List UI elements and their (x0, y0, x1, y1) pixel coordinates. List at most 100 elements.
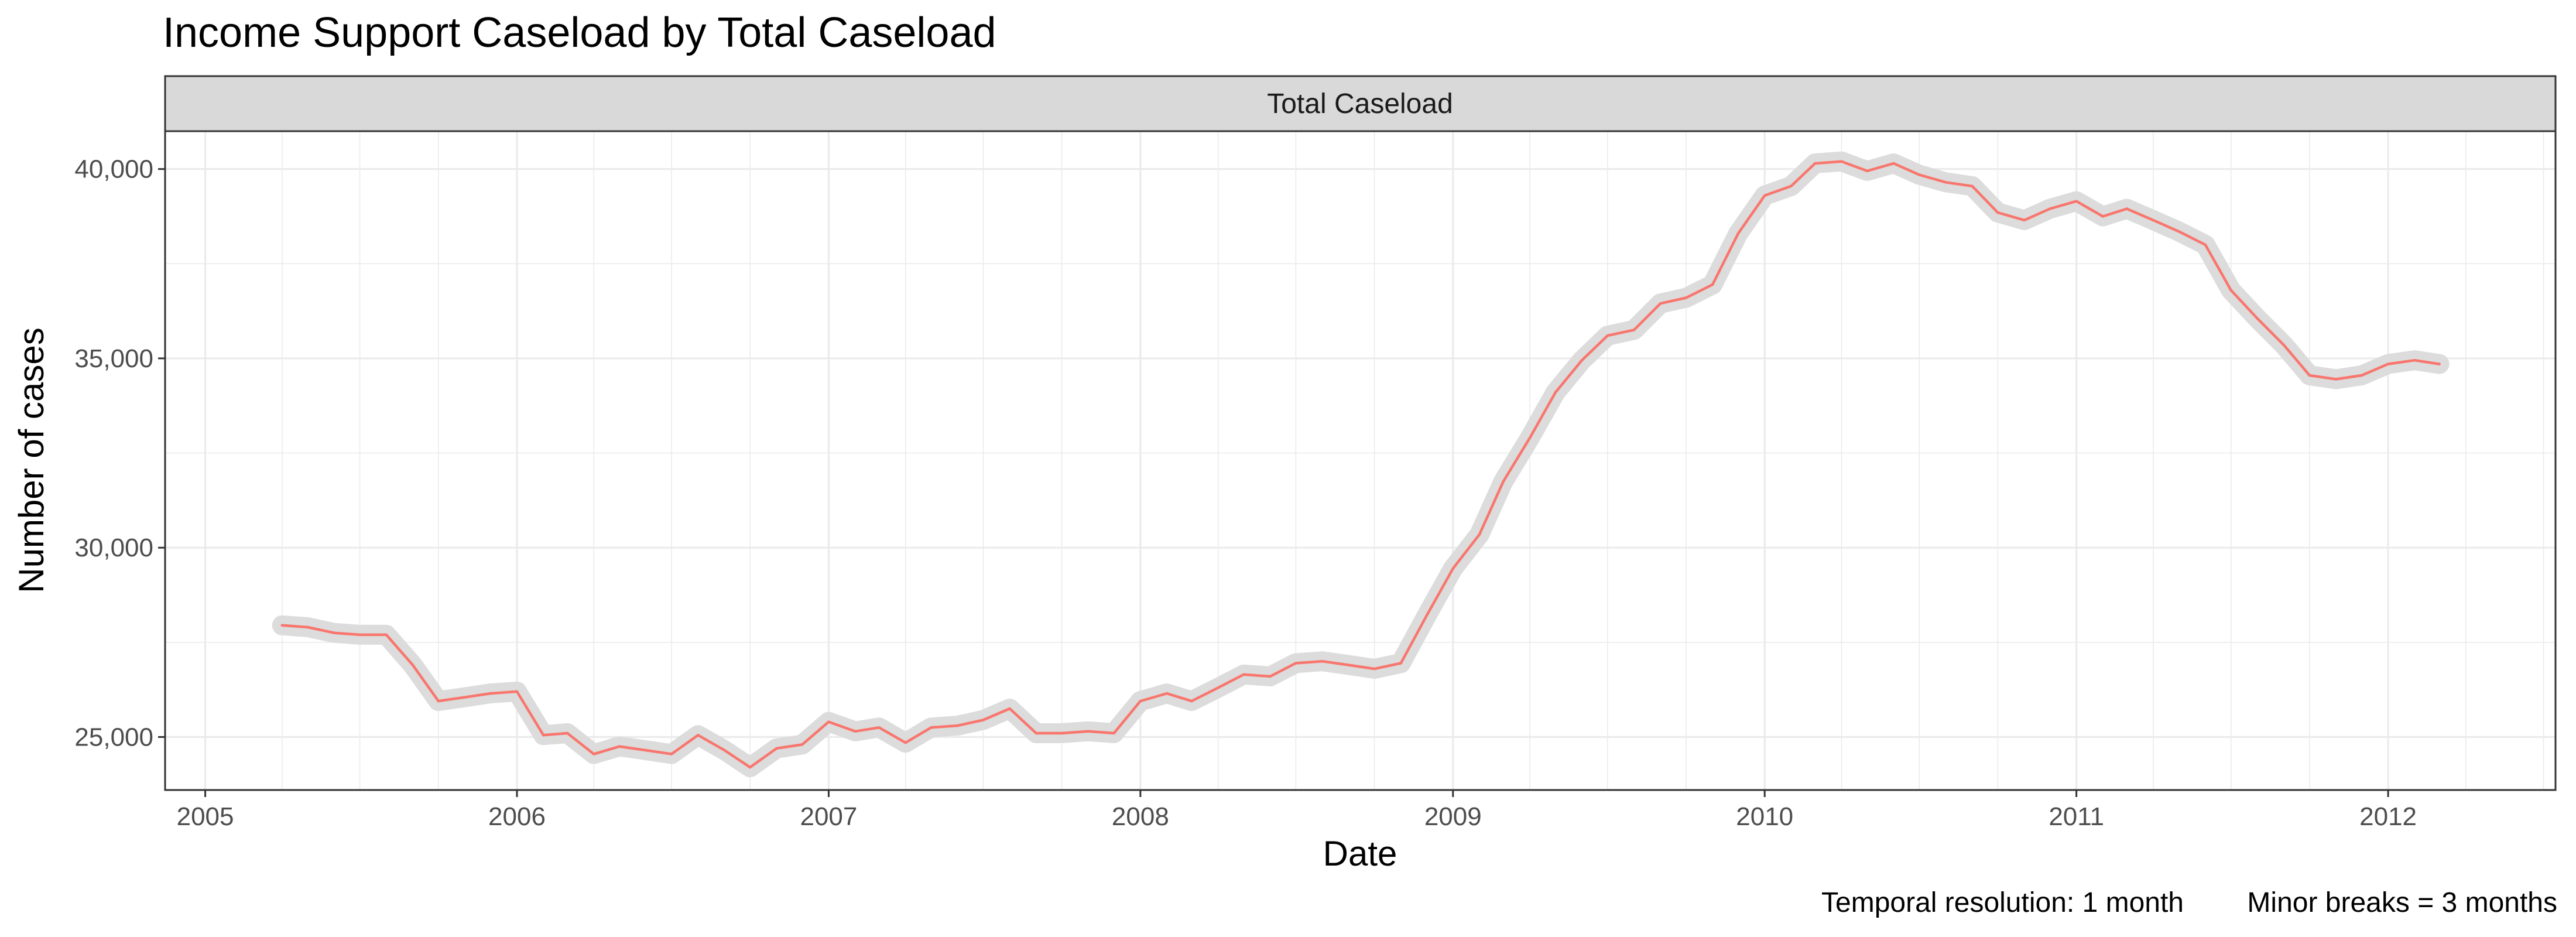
caption-temporal-resolution: Temporal resolution: 1 month (1821, 887, 2184, 918)
data-point (1060, 731, 1063, 735)
data-point (1242, 673, 1245, 676)
data-point (411, 664, 415, 666)
data-point (1347, 664, 1350, 666)
data-point (670, 753, 673, 755)
data-point (1971, 184, 1974, 187)
data-point (854, 730, 857, 733)
data-point (1944, 181, 1947, 184)
data-point (775, 747, 778, 750)
data-point (930, 726, 933, 729)
data-point (1790, 184, 1793, 187)
data-point (2049, 207, 2051, 210)
x-axis-title: Date (1323, 834, 1397, 873)
x-axis: 2005 2006 2007 2008 2009 2010 2011 2012 (177, 790, 2417, 831)
data-point (515, 690, 519, 693)
data-point (1632, 329, 1636, 331)
data-point (2152, 218, 2155, 222)
data-point (1165, 692, 1169, 695)
data-point (2256, 317, 2259, 320)
data-point (1139, 699, 1142, 703)
data-point (1554, 391, 1557, 394)
data-point (1996, 211, 1999, 214)
data-point (280, 624, 283, 627)
data-point (1684, 296, 1688, 299)
x-tick-label: 2005 (177, 802, 234, 831)
data-point (1399, 662, 1402, 665)
plot-panel (165, 131, 2556, 790)
data-point (1606, 334, 1609, 337)
data-point (1190, 699, 1193, 703)
data-point (618, 745, 621, 748)
minor-gridlines (165, 131, 2556, 790)
data-point (1269, 675, 1272, 678)
data-point (437, 699, 440, 703)
data-point (2438, 363, 2441, 365)
x-tick-label: 2007 (800, 802, 857, 831)
data-point (1814, 162, 1817, 165)
data-point (1528, 436, 1532, 439)
x-tick-label: 2011 (2049, 802, 2104, 831)
data-point (1087, 730, 1090, 733)
data-point (801, 743, 804, 746)
data-point (1425, 614, 1428, 617)
data-point (2282, 344, 2286, 347)
data-point (645, 748, 648, 752)
data-point (1112, 731, 1115, 735)
data-point (2413, 359, 2416, 362)
data-point (878, 726, 881, 729)
data-point (1321, 660, 1324, 663)
data-point (2308, 374, 2311, 377)
data-point (904, 741, 907, 744)
series-line (280, 160, 2441, 769)
data-point (2334, 378, 2338, 381)
y-tick-label: 30,000 (74, 534, 153, 562)
data-point (1217, 686, 1220, 689)
facet-strip-label: Total Caseload (1267, 88, 1453, 119)
data-point (1892, 162, 1895, 165)
data-point (2386, 363, 2390, 365)
y-tick-label: 25,000 (74, 723, 153, 751)
data-point (1034, 731, 1038, 735)
y-tick-label: 35,000 (74, 344, 153, 373)
facet-strip (164, 75, 2557, 132)
data-point (1736, 232, 1740, 235)
data-point (1840, 160, 1843, 163)
chart-title: Income Support Caseload by Total Caseloa… (163, 9, 996, 56)
y-axis: 25,000 30,000 35,000 40,000 (74, 155, 165, 751)
data-point (2177, 230, 2180, 233)
data-point (1373, 667, 1376, 671)
data-point (2360, 374, 2363, 377)
series-layer (272, 151, 2450, 778)
data-point (1580, 359, 1584, 362)
data-point (1294, 662, 1297, 665)
data-point (2101, 215, 2105, 218)
data-point (1478, 533, 1481, 536)
data-point (749, 766, 752, 769)
data-point (306, 625, 309, 629)
x-tick-label: 2008 (1112, 802, 1169, 831)
data-point (333, 631, 335, 634)
data-point (1918, 173, 1921, 176)
y-tick-label: 40,000 (74, 155, 153, 184)
data-point (1763, 194, 1766, 197)
data-point (982, 719, 985, 721)
x-tick-label: 2010 (1736, 802, 1793, 831)
data-point (1008, 707, 1011, 710)
data-point (2023, 218, 2026, 222)
x-tick-label: 2009 (1424, 802, 1482, 831)
data-point (2075, 200, 2078, 203)
data-point (358, 633, 361, 637)
data-point (489, 692, 492, 695)
x-tick-label: 2012 (2359, 802, 2417, 831)
data-point (1502, 480, 1505, 483)
data-point (1659, 302, 1662, 305)
data-point (697, 734, 700, 737)
data-point (566, 731, 569, 735)
data-point (385, 633, 388, 637)
data-point (827, 720, 830, 723)
data-point (592, 753, 595, 755)
plot-panel-border (164, 130, 2557, 791)
caption-minor-breaks: Minor breaks = 3 months (2247, 887, 2557, 918)
